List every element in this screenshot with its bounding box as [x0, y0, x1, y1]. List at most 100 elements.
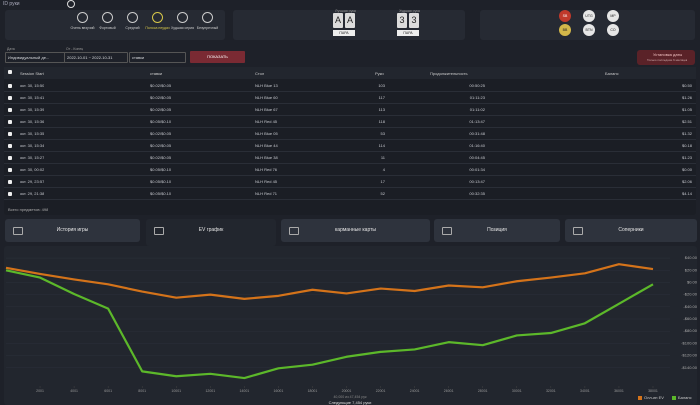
- x-tick-label: 34001: [580, 389, 590, 393]
- next-hands[interactable]: Следующие 7,454 руки: [329, 400, 372, 405]
- luck-label: Безупречный: [196, 26, 219, 30]
- cell: окт. 30, 15:27: [20, 155, 45, 160]
- card-rank: 3: [409, 13, 419, 28]
- row-divider: [4, 199, 696, 200]
- luck-icon: [102, 12, 113, 23]
- card-rank: A: [345, 13, 355, 28]
- cell: 103: [378, 83, 385, 88]
- checkbox[interactable]: [8, 156, 12, 160]
- cell: 00:50:25: [469, 83, 485, 88]
- table-total: Всего предметов: 498: [8, 207, 49, 212]
- cell: $0.00: [681, 167, 692, 172]
- checkbox[interactable]: [8, 70, 12, 74]
- position-chip: CO: [607, 24, 619, 36]
- cell: 00:13:47: [469, 179, 485, 184]
- checkbox[interactable]: [8, 96, 12, 100]
- y-tick-label: -$140.00: [681, 365, 698, 370]
- row-divider: [4, 91, 696, 92]
- cell: окт. 30, 15:36: [20, 119, 45, 124]
- cell: $0.02/$0.05: [150, 83, 172, 88]
- luck-icon: [202, 12, 213, 23]
- tab[interactable]: История игры: [5, 219, 140, 242]
- checkbox[interactable]: [8, 144, 12, 148]
- cell: $0.05/$0.10: [150, 167, 172, 172]
- x-tick-label: 28001: [478, 389, 488, 393]
- checkbox[interactable]: [8, 108, 12, 112]
- cell: $0.50: [681, 83, 692, 88]
- checkbox[interactable]: [8, 84, 12, 88]
- x-tick-label: 4001: [70, 389, 78, 393]
- y-tick-label: -$40.00: [683, 304, 697, 309]
- checkbox[interactable]: [8, 120, 12, 124]
- y-tick-label: -$100.00: [681, 340, 698, 345]
- x-tick-label: 2001: [36, 389, 44, 393]
- row-divider: [4, 187, 696, 188]
- hand-title: Худшая рука: [399, 9, 420, 13]
- tab-icon: [289, 227, 299, 235]
- tab[interactable]: Соперники: [565, 219, 697, 242]
- y-tick-label: $40.00: [685, 255, 698, 260]
- tab-icon: [154, 227, 164, 235]
- stakes-select[interactable]: ставки: [129, 52, 186, 63]
- checkbox[interactable]: [8, 180, 12, 184]
- legend-label: Баланс: [678, 395, 692, 400]
- cell: $4.14: [681, 191, 692, 196]
- tab-label: Позиция: [487, 227, 507, 233]
- search-icon[interactable]: [67, 0, 75, 8]
- cell: NLH Red 45: [255, 119, 278, 124]
- search-label: ID руки: [3, 1, 20, 7]
- luck-card: [5, 10, 225, 40]
- y-tick-label: -$60.00: [683, 316, 697, 321]
- luck-icon: [77, 12, 88, 23]
- cell: $0.02/$0.05: [150, 95, 172, 100]
- cell: окт. 30, 15:41: [20, 95, 45, 100]
- position-chip: MP: [607, 10, 619, 22]
- set-dates-button[interactable]: Установка даты Только последние 6 месяцев: [637, 50, 695, 65]
- x-tick-label: 12001: [205, 389, 215, 393]
- tab-icon: [13, 227, 23, 235]
- hand-label: ПАРА: [333, 30, 355, 36]
- tab-label: карманные карты: [335, 227, 376, 233]
- cell: 01:11:02: [469, 107, 485, 112]
- series-line: [5, 263, 654, 301]
- x-tick-label: 36001: [614, 389, 624, 393]
- row-divider: [4, 139, 696, 140]
- cell: 00:04:45: [469, 155, 485, 160]
- cell: NLH Red 71: [255, 191, 278, 196]
- column-header: Баланс: [605, 71, 619, 76]
- set-dates-note: Только последние 6 месяцев: [647, 58, 688, 62]
- column-header[interactable]: Session Start: [20, 71, 44, 76]
- checkbox[interactable]: [8, 192, 12, 196]
- x-tick-label: 20001: [342, 389, 352, 393]
- cell: $0.05/$0.10: [150, 119, 172, 124]
- position-chip: BTN: [583, 24, 595, 36]
- y-tick-label: -$80.00: [683, 328, 697, 333]
- cell: 4: [382, 167, 385, 172]
- tab[interactable]: карманные карты: [281, 219, 430, 242]
- cell: $0.18: [681, 143, 692, 148]
- tab-icon: [442, 227, 452, 235]
- cell: $1.05: [681, 107, 692, 112]
- x-tick-label: 10001: [171, 389, 181, 393]
- tab[interactable]: Позиция: [434, 219, 560, 242]
- cell: 11: [380, 155, 385, 160]
- cell: окт. 29, 23:57: [20, 179, 45, 184]
- show-button[interactable]: ПОКАЗАТЬ: [190, 51, 245, 63]
- cell: $1.32: [681, 131, 692, 136]
- x-tick-label: 6001: [104, 389, 112, 393]
- filter-label: От - Конец: [66, 47, 84, 51]
- x-tick-label: 14001: [239, 389, 249, 393]
- cell: окт. 30, 15:35: [20, 131, 45, 136]
- x-tick-label: 26001: [444, 389, 454, 393]
- hands-shown: 40,000 из 47,454 рук: [333, 395, 367, 399]
- checkbox[interactable]: [8, 132, 12, 136]
- date-select[interactable]: Индивидуальный де...: [5, 52, 65, 63]
- cell: NLH Blue 05: [255, 131, 278, 136]
- checkbox[interactable]: [8, 168, 12, 172]
- cell: NLH Red 45: [255, 179, 278, 184]
- y-tick-label: -$20.00: [683, 292, 697, 297]
- range-input[interactable]: 2022-10-01 ~ 2022-10-31: [64, 52, 128, 63]
- tab[interactable]: EV график: [146, 219, 276, 246]
